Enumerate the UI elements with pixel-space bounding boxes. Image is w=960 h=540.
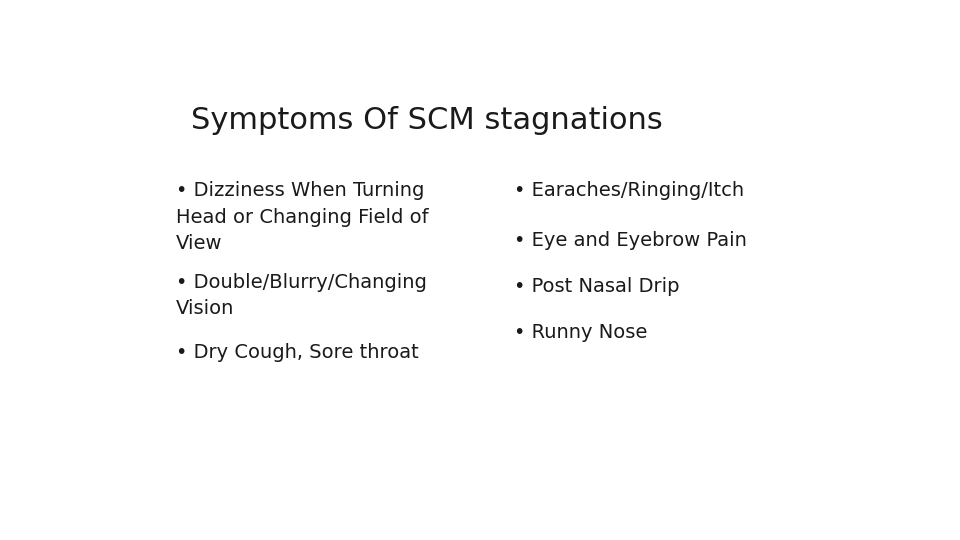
Text: • Runny Nose: • Runny Nose	[515, 322, 648, 342]
Text: • Post Nasal Drip: • Post Nasal Drip	[515, 277, 680, 296]
Text: • Eye and Eyebrow Pain: • Eye and Eyebrow Pain	[515, 231, 747, 250]
Text: • Dry Cough, Sore throat: • Dry Cough, Sore throat	[176, 343, 419, 362]
Text: • Double/Blurry/Changing
Vision: • Double/Blurry/Changing Vision	[176, 273, 426, 318]
Text: Symptoms Of SCM stagnations: Symptoms Of SCM stagnations	[191, 106, 662, 136]
Text: • Dizziness When Turning
Head or Changing Field of
View: • Dizziness When Turning Head or Changin…	[176, 181, 428, 253]
Text: • Earaches/Ringing/Itch: • Earaches/Ringing/Itch	[515, 181, 744, 200]
